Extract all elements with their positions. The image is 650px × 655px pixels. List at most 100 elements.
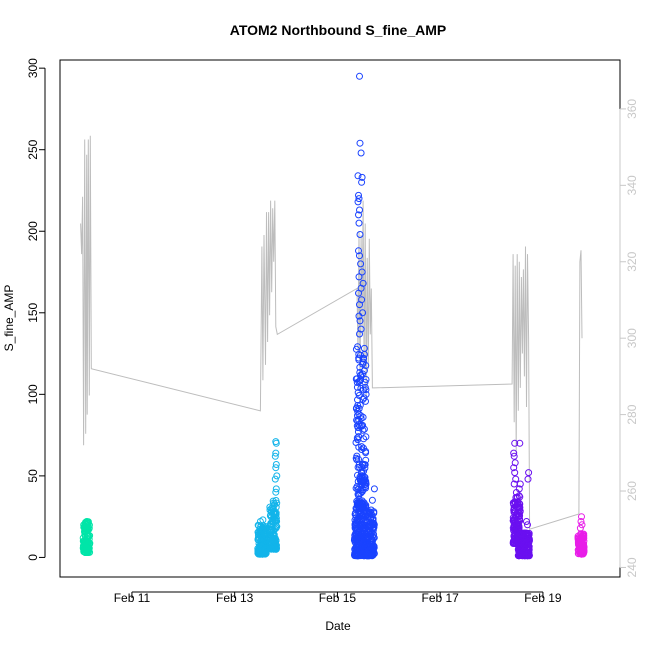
data-point bbox=[358, 443, 366, 451]
data-points-layer bbox=[79, 72, 588, 560]
data-point bbox=[354, 396, 361, 404]
data-point bbox=[578, 513, 585, 521]
data-point bbox=[524, 475, 532, 483]
data-point bbox=[355, 495, 363, 503]
data-point bbox=[257, 530, 264, 538]
x-tick-label: Feb 13 bbox=[216, 591, 254, 605]
plot-frame bbox=[59, 59, 621, 578]
y-tick-label: 300 bbox=[26, 58, 40, 78]
overlay-series-line bbox=[80, 135, 583, 530]
data-point bbox=[355, 289, 362, 297]
data-point bbox=[261, 550, 269, 558]
data-point bbox=[352, 439, 360, 446]
data-point bbox=[270, 502, 278, 509]
data-point bbox=[357, 412, 365, 420]
data-point bbox=[358, 173, 366, 181]
data-point bbox=[353, 416, 361, 424]
data-point bbox=[272, 544, 280, 552]
data-point bbox=[272, 449, 280, 457]
data-point bbox=[353, 537, 361, 545]
data-point bbox=[355, 312, 363, 320]
data-point bbox=[520, 529, 528, 537]
data-point bbox=[355, 191, 362, 199]
data-point bbox=[510, 505, 518, 513]
series-2 bbox=[254, 438, 281, 558]
data-point bbox=[355, 211, 362, 219]
data-point bbox=[272, 464, 280, 472]
data-point bbox=[517, 530, 525, 538]
data-point bbox=[511, 439, 519, 447]
y-tick-label: 50 bbox=[26, 469, 40, 483]
data-point bbox=[358, 468, 366, 476]
data-point bbox=[359, 370, 366, 378]
data-point bbox=[266, 526, 274, 533]
data-point bbox=[272, 488, 280, 496]
data-point bbox=[356, 231, 364, 238]
data-point bbox=[84, 519, 92, 527]
data-point bbox=[354, 412, 361, 420]
data-point bbox=[257, 542, 265, 550]
data-point bbox=[355, 247, 362, 255]
data-point bbox=[352, 345, 360, 353]
series-3 bbox=[350, 72, 378, 560]
data-point bbox=[273, 472, 281, 480]
y-tick-label: 100 bbox=[26, 384, 40, 404]
data-point bbox=[355, 421, 363, 428]
data-point bbox=[352, 540, 360, 548]
data-point bbox=[86, 548, 94, 556]
data-point bbox=[512, 475, 520, 483]
axes-layer: 0 50 100 150 200 250 300 240 260 280 300 320 340 360 F… bbox=[26, 58, 639, 605]
data-point bbox=[514, 498, 522, 506]
y-axis-label: S_fine_AMP bbox=[2, 285, 16, 352]
data-point bbox=[357, 512, 365, 520]
data-point bbox=[84, 532, 92, 540]
data-point bbox=[353, 383, 361, 391]
data-point bbox=[370, 485, 378, 493]
data-point bbox=[353, 456, 361, 464]
data-point bbox=[358, 268, 366, 276]
data-point bbox=[358, 515, 366, 523]
data-point bbox=[360, 351, 368, 358]
data-point bbox=[356, 72, 363, 80]
data-point bbox=[525, 469, 533, 477]
data-point bbox=[354, 490, 362, 498]
data-point bbox=[516, 548, 524, 556]
data-point bbox=[515, 492, 523, 500]
data-point bbox=[355, 219, 363, 227]
data-point bbox=[511, 518, 519, 526]
data-point bbox=[354, 424, 362, 432]
data-point bbox=[577, 518, 585, 525]
data-point bbox=[517, 534, 524, 542]
data-point bbox=[357, 371, 365, 379]
data-point bbox=[356, 504, 364, 512]
data-point bbox=[361, 461, 369, 469]
y-tick-label: 150 bbox=[26, 302, 40, 322]
data-point bbox=[356, 330, 363, 338]
data-point bbox=[362, 456, 370, 464]
y2-tick-label: 240 bbox=[625, 557, 639, 577]
data-point bbox=[365, 552, 373, 560]
data-point bbox=[353, 404, 361, 412]
data-point bbox=[362, 433, 370, 441]
data-point bbox=[524, 521, 531, 529]
data-point bbox=[355, 273, 363, 281]
x-tick-label: Feb 11 bbox=[114, 591, 151, 605]
data-point bbox=[370, 534, 378, 542]
data-point bbox=[515, 499, 523, 507]
data-point bbox=[367, 540, 375, 548]
data-point bbox=[358, 446, 366, 453]
data-point bbox=[510, 517, 518, 525]
data-point bbox=[520, 551, 528, 559]
series-4 bbox=[509, 439, 533, 560]
data-point bbox=[510, 464, 518, 472]
data-point bbox=[356, 252, 363, 260]
y-tick-label: 200 bbox=[26, 221, 40, 241]
data-point bbox=[352, 549, 360, 557]
data-point bbox=[355, 433, 363, 441]
data-point bbox=[259, 516, 267, 524]
data-point bbox=[361, 378, 369, 386]
data-point bbox=[356, 139, 364, 147]
data-point bbox=[510, 525, 518, 533]
